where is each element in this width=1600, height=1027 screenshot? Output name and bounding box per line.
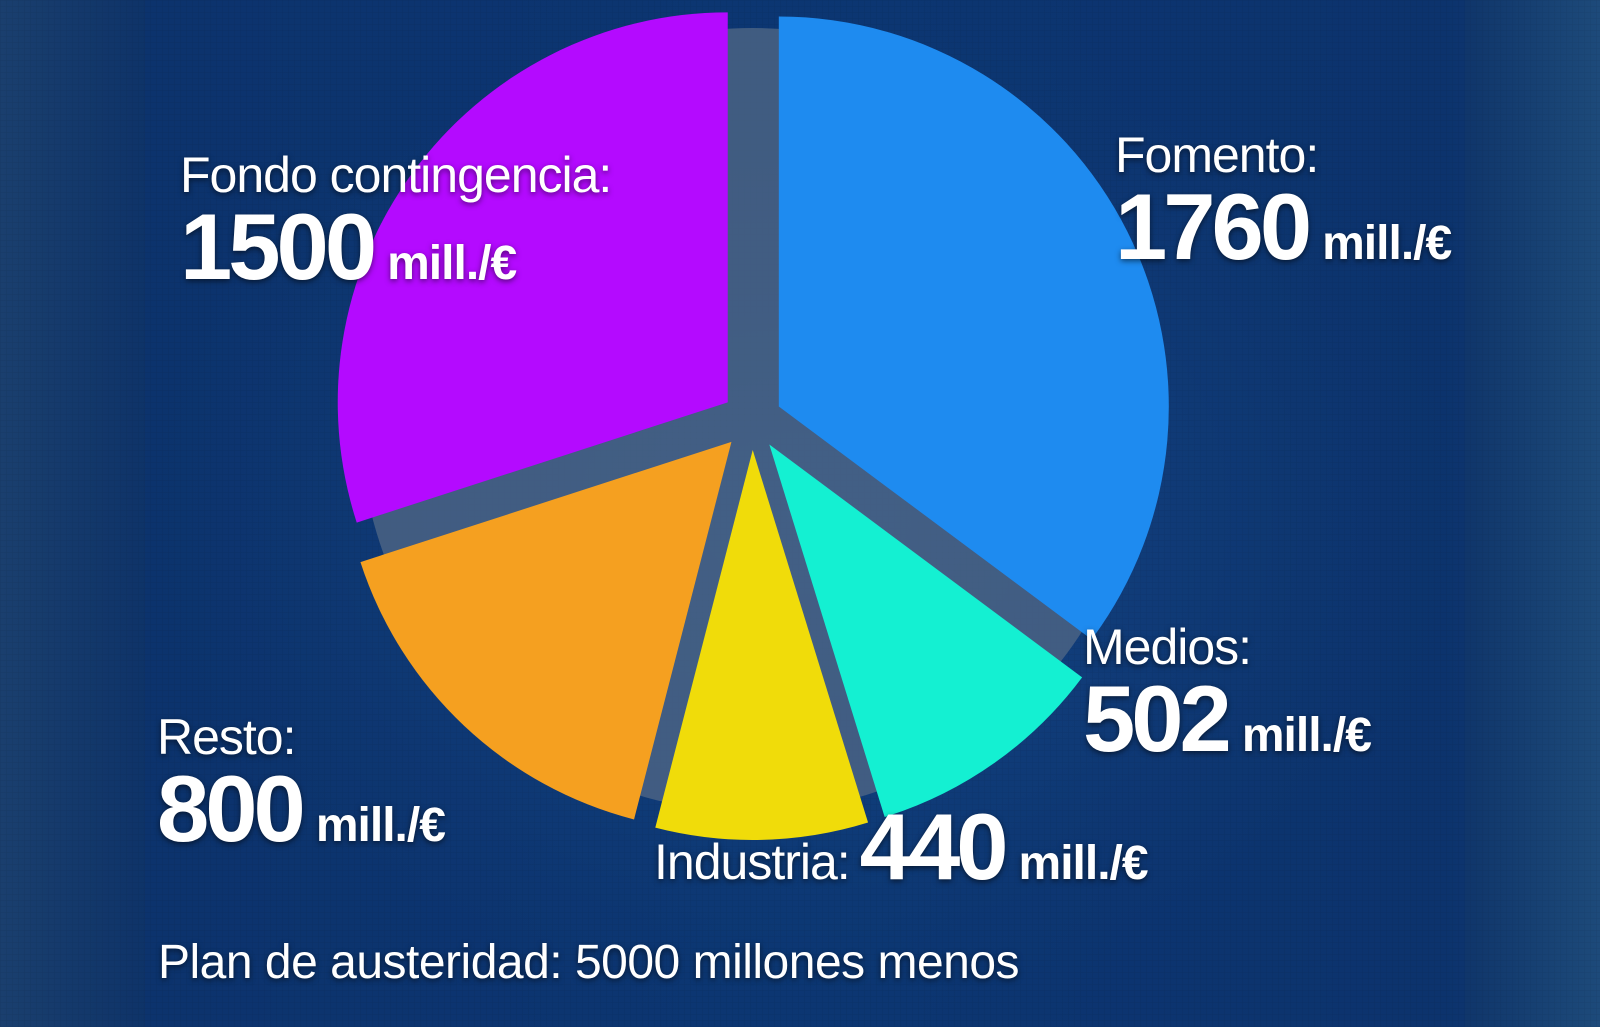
slice-value: 440 xyxy=(859,794,1009,899)
slice-fomento xyxy=(778,16,1169,640)
pie-slices xyxy=(337,12,1169,840)
slice-resto xyxy=(360,441,732,820)
slice-label: Resto: xyxy=(157,709,297,765)
slice-value: 800 xyxy=(157,756,306,861)
slice-industria xyxy=(655,449,869,840)
slice-value: 1760 xyxy=(1115,174,1312,279)
slice-label: Fomento: xyxy=(1115,127,1319,183)
label-industria: Industria: 440 mill./€ xyxy=(654,800,1149,894)
slice-medios xyxy=(769,444,1083,818)
slice-unit: mill./€ xyxy=(387,237,517,290)
slice-value: 502 xyxy=(1083,666,1232,771)
slice-unit: mill./€ xyxy=(1322,217,1452,270)
slice-unit: mill./€ xyxy=(315,799,446,852)
label-medios: Medios: 502 mill./€ xyxy=(1083,619,1372,766)
chart-footer: Plan de austeridad: 5000 millones menos xyxy=(158,936,1020,989)
slice-label: Fondo contingencia: xyxy=(180,147,612,203)
slice-unit: mill./€ xyxy=(1241,709,1372,762)
label-fomento: Fomento: 1760 mill./€ xyxy=(1115,127,1452,274)
slice-value: 1500 xyxy=(180,194,377,299)
label-resto: Resto: 800 mill./€ xyxy=(157,709,446,856)
slice-label: Industria: xyxy=(654,834,851,890)
slice-unit: mill./€ xyxy=(1018,837,1149,890)
label-fondo-contingencia: Fondo contingencia: 1500 mill./€ xyxy=(180,147,612,294)
slice-fondo-contingencia xyxy=(337,12,728,523)
slice-label: Medios: xyxy=(1083,619,1252,675)
